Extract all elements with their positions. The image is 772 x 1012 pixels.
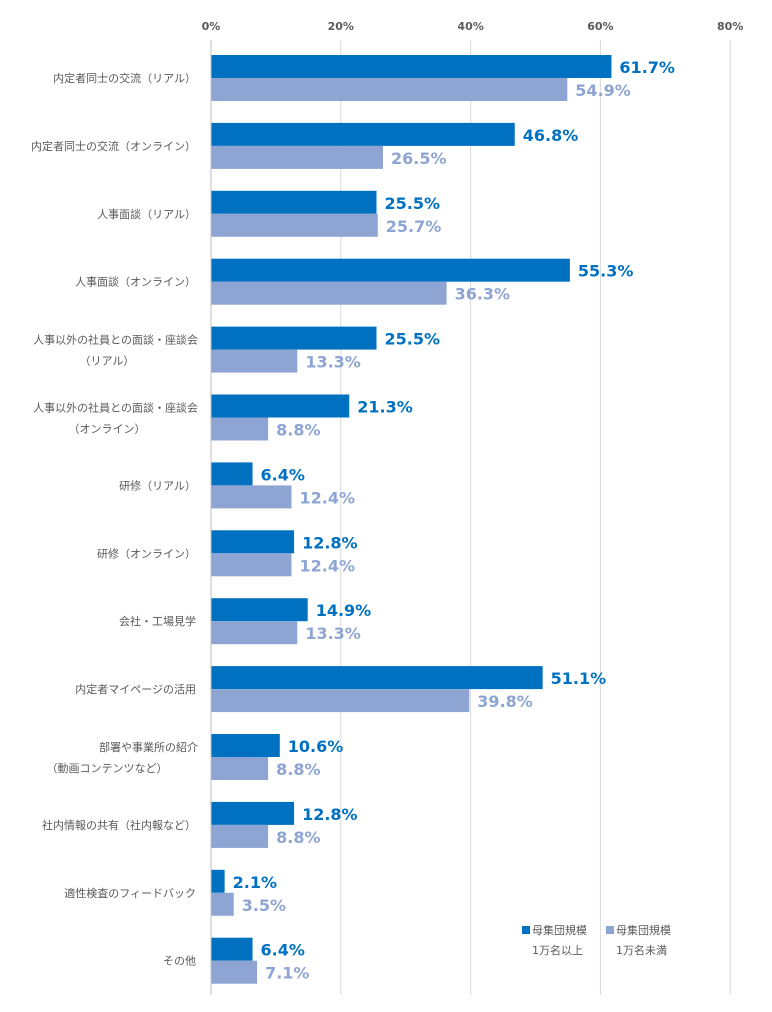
legend-swatch	[606, 926, 614, 934]
category-label: 部署や事業所の紹介	[99, 740, 198, 754]
category-label: （動画コンテンツなど）	[47, 761, 168, 775]
category-label: 内定者同士の交流（リアル）	[53, 71, 196, 85]
category-label: 研修（オンライン）	[97, 546, 196, 560]
data-label: 2.1%	[233, 873, 277, 892]
bar-series-1	[211, 666, 543, 690]
bar-series-2	[211, 281, 447, 305]
bar-series-2	[211, 145, 383, 169]
data-label: 6.4%	[261, 465, 305, 484]
bar-series-1	[211, 462, 253, 486]
data-label: 55.3%	[578, 262, 634, 281]
x-tick-label: 60%	[587, 20, 613, 33]
bar-series-1	[211, 530, 295, 554]
bar-series-2	[211, 824, 269, 848]
bar-series-1	[211, 394, 350, 418]
bar-series-2	[211, 553, 292, 577]
data-label: 51.1%	[551, 669, 607, 688]
data-label: 21.3%	[357, 398, 413, 417]
x-tick-label: 0%	[202, 20, 221, 33]
data-label: 14.9%	[316, 601, 372, 620]
category-label: （オンライン）	[69, 423, 146, 436]
category-label: 内定者マイページの活用	[75, 682, 196, 696]
data-label: 8.8%	[276, 421, 320, 440]
category-label: 適性検査のフィードバック	[64, 886, 196, 900]
data-label: 8.8%	[276, 760, 320, 779]
bar-series-2	[211, 417, 269, 441]
data-label: 10.6%	[288, 737, 344, 756]
data-label: 46.8%	[523, 126, 579, 145]
data-label: 61.7%	[619, 58, 675, 77]
category-label: 社内情報の共有（社内報など）	[42, 818, 196, 832]
legend-label: 母集団規模	[532, 923, 587, 937]
legend-label: 1万名以上	[532, 943, 583, 957]
bar-series-1	[211, 869, 225, 893]
data-label: 8.8%	[276, 828, 320, 847]
data-label: 6.4%	[261, 941, 305, 960]
category-label: 人事面談（オンライン）	[75, 275, 196, 289]
category-label: 研修（リアル）	[119, 478, 196, 492]
bar-series-1	[211, 55, 612, 78]
category-label: その他	[163, 955, 196, 968]
bar-series-2	[211, 757, 269, 780]
data-label: 7.1%	[265, 964, 309, 983]
category-label: 内定者同士の交流（オンライン）	[31, 139, 196, 153]
category-label: （リアル）	[80, 355, 135, 368]
data-label: 26.5%	[391, 149, 447, 168]
bar-series-1	[211, 801, 295, 825]
bar-series-2	[211, 689, 470, 713]
data-label: 12.4%	[299, 556, 355, 575]
category-label: 人事面談（リアル）	[97, 207, 196, 221]
data-label: 54.9%	[575, 81, 631, 100]
data-label: 36.3%	[455, 285, 511, 304]
data-label: 13.3%	[305, 624, 361, 643]
bar-series-2	[211, 485, 292, 509]
legend-label: 母集団規模	[616, 923, 671, 937]
data-label: 25.5%	[384, 330, 440, 349]
bar-series-2	[211, 960, 258, 984]
bar-series-2	[211, 892, 234, 916]
category-label: 会社・工場見学	[119, 614, 196, 628]
bar-series-2	[211, 621, 298, 645]
legend-label: 1万名未満	[616, 943, 667, 957]
x-tick-label: 80%	[717, 20, 743, 33]
bar-series-1	[211, 326, 377, 350]
category-label: 人事以外の社員との面談・座談会	[33, 333, 198, 347]
bar-series-1	[211, 122, 515, 146]
bar-series-1	[211, 258, 570, 282]
data-label: 13.3%	[305, 353, 361, 372]
x-tick-label: 20%	[328, 20, 354, 33]
bar-series-1	[211, 598, 308, 622]
bar-series-2	[211, 213, 378, 237]
bar-series-1	[211, 937, 253, 961]
category-label: 人事以外の社員との面談・座談会	[33, 401, 198, 415]
data-label: 25.7%	[386, 217, 442, 236]
data-label: 12.4%	[299, 488, 355, 507]
legend-swatch	[522, 926, 530, 934]
bar-series-2	[211, 349, 298, 373]
data-label: 12.8%	[302, 533, 358, 552]
bar-series-2	[211, 78, 568, 101]
x-tick-label: 40%	[457, 20, 483, 33]
data-label: 25.5%	[384, 194, 440, 213]
data-label: 39.8%	[477, 692, 533, 711]
data-label: 12.8%	[302, 805, 358, 824]
bar-series-1	[211, 190, 377, 214]
bar-series-1	[211, 734, 280, 757]
data-label: 3.5%	[242, 896, 286, 915]
